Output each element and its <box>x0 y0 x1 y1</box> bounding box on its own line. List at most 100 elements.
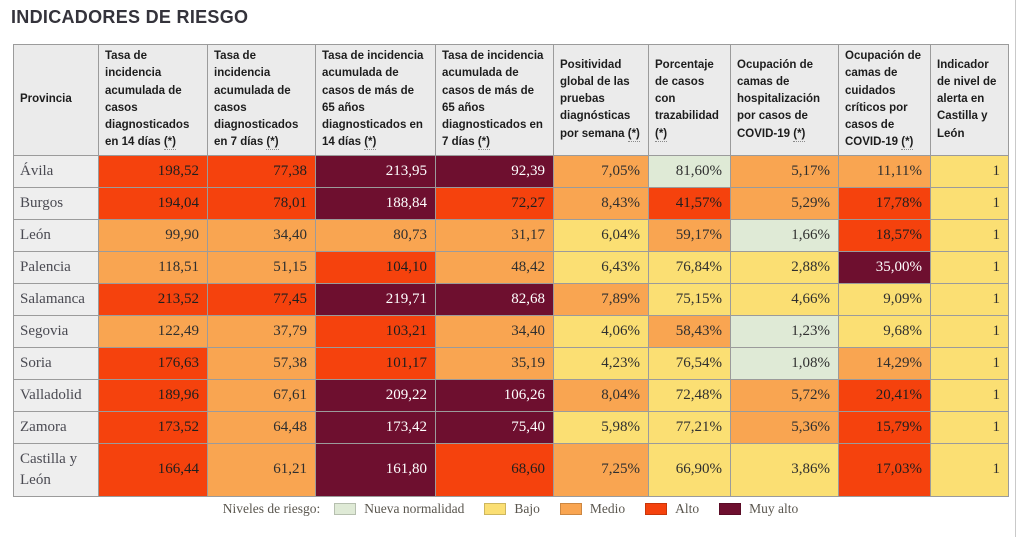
value-cell: 58,43% <box>648 314 731 348</box>
legend-item: Bajo <box>484 501 540 517</box>
value-cell: 14,29% <box>838 346 931 380</box>
value-cell: 92,39 <box>435 154 554 188</box>
value-cell: 9,68% <box>838 314 931 348</box>
province-cell: Castilla y León <box>13 442 99 497</box>
column-header: Tasa de incidencia acumulada de casos de… <box>435 44 554 156</box>
column-header: Ocupación de camas de hospitalización po… <box>730 44 839 156</box>
table-row: Valladolid 189,96 67,61 209,22 106,26 8,04% 72… <box>13 378 1009 412</box>
legend-item: Muy alto <box>719 501 798 517</box>
value-cell: 188,84 <box>315 186 436 220</box>
tooltip-asterisk[interactable]: (*) <box>627 127 640 142</box>
legend-label: Niveles de riesgo: <box>222 501 321 516</box>
value-cell: 5,17% <box>730 154 839 188</box>
value-cell: 81,60% <box>648 154 731 188</box>
risk-indicators-table: Provincia Tasa de incidencia acumulada d… <box>13 44 1009 497</box>
value-cell: 11,11% <box>838 154 931 188</box>
value-cell: 2,88% <box>730 250 839 284</box>
value-cell: 4,23% <box>553 346 649 380</box>
value-cell: 1 <box>930 282 1009 316</box>
value-cell: 18,57% <box>838 218 931 252</box>
table-row: Salamanca 213,52 77,45 219,71 82,68 7,89% 75,1… <box>13 282 1009 316</box>
tooltip-asterisk[interactable]: (*) <box>266 136 279 151</box>
tooltip-asterisk[interactable]: (*) <box>364 136 377 151</box>
column-header: Indicador de nivel de alerta en Castilla… <box>930 44 1009 156</box>
tooltip-asterisk[interactable]: (*) <box>901 136 914 151</box>
province-cell: Segovia <box>13 314 99 348</box>
value-cell: 15,79% <box>838 410 931 444</box>
value-cell: 4,66% <box>730 282 839 316</box>
legend-item-label: Muy alto <box>749 501 799 516</box>
value-cell: 37,79 <box>207 314 316 348</box>
province-cell: Valladolid <box>13 378 99 412</box>
legend-color-swatch <box>484 503 507 515</box>
column-header: Positividad global de las pruebas diagnó… <box>553 44 649 156</box>
value-cell: 7,25% <box>553 442 649 497</box>
value-cell: 20,41% <box>838 378 931 412</box>
table-row: Soria 176,63 57,38 101,17 35,19 4,23% 76,54% 1,… <box>13 346 1009 380</box>
value-cell: 35,19 <box>435 346 554 380</box>
value-cell: 1 <box>930 250 1009 284</box>
value-cell: 5,72% <box>730 378 839 412</box>
column-header: Tasa de incidencia acumulada de casos di… <box>98 44 208 156</box>
value-cell: 75,15% <box>648 282 731 316</box>
value-cell: 76,54% <box>648 346 731 380</box>
value-cell: 122,49 <box>98 314 208 348</box>
legend-color-swatch <box>334 503 357 515</box>
value-cell: 101,17 <box>315 346 436 380</box>
province-cell: Soria <box>13 346 99 380</box>
value-cell: 59,17% <box>648 218 731 252</box>
value-cell: 176,63 <box>98 346 208 380</box>
tooltip-asterisk[interactable]: (*) <box>655 127 668 142</box>
value-cell: 1,23% <box>730 314 839 348</box>
value-cell: 198,52 <box>98 154 208 188</box>
legend-item-label: Nueva normalidad <box>364 501 465 516</box>
value-cell: 51,15 <box>207 250 316 284</box>
value-cell: 209,22 <box>315 378 436 412</box>
value-cell: 8,04% <box>553 378 649 412</box>
value-cell: 82,68 <box>435 282 554 316</box>
value-cell: 99,90 <box>98 218 208 252</box>
legend-item: Medio <box>559 501 625 517</box>
value-cell: 1 <box>930 410 1009 444</box>
province-cell: León <box>13 218 99 252</box>
value-cell: 77,45 <box>207 282 316 316</box>
container-right-border <box>1015 0 1016 537</box>
legend-item-label: Alto <box>675 501 700 516</box>
value-cell: 77,38 <box>207 154 316 188</box>
value-cell: 189,96 <box>98 378 208 412</box>
value-cell: 6,43% <box>553 250 649 284</box>
value-cell: 3,86% <box>730 442 839 497</box>
tooltip-asterisk[interactable]: (*) <box>793 127 806 142</box>
value-cell: 1 <box>930 154 1009 188</box>
legend-item: Nueva normalidad <box>334 501 464 517</box>
risk-table-body: Ávila 198,52 77,38 213,95 92,39 7,05% 81,60% 5,… <box>13 154 1009 497</box>
value-cell: 8,43% <box>553 186 649 220</box>
legend-item: Alto <box>645 501 699 517</box>
value-cell: 78,01 <box>207 186 316 220</box>
value-cell: 4,06% <box>553 314 649 348</box>
table-row: Castilla y León 166,44 61,21 161,80 68,60 7,2… <box>13 442 1009 497</box>
value-cell: 1 <box>930 378 1009 412</box>
value-cell: 5,98% <box>553 410 649 444</box>
value-cell: 1 <box>930 186 1009 220</box>
value-cell: 66,90% <box>648 442 731 497</box>
value-cell: 31,17 <box>435 218 554 252</box>
value-cell: 213,52 <box>98 282 208 316</box>
value-cell: 9,09% <box>838 282 931 316</box>
value-cell: 1 <box>930 314 1009 348</box>
tooltip-asterisk[interactable]: (*) <box>163 136 176 151</box>
value-cell: 67,61 <box>207 378 316 412</box>
value-cell: 80,73 <box>315 218 436 252</box>
value-cell: 1 <box>930 346 1009 380</box>
value-cell: 1,08% <box>730 346 839 380</box>
value-cell: 57,38 <box>207 346 316 380</box>
value-cell: 34,40 <box>435 314 554 348</box>
value-cell: 1,66% <box>730 218 839 252</box>
value-cell: 118,51 <box>98 250 208 284</box>
table-row: Burgos 194,04 78,01 188,84 72,27 8,43% 41,57% 5… <box>13 186 1009 220</box>
value-cell: 64,48 <box>207 410 316 444</box>
tooltip-asterisk[interactable]: (*) <box>477 136 490 151</box>
value-cell: 17,78% <box>838 186 931 220</box>
value-cell: 1 <box>930 442 1009 497</box>
province-cell: Salamanca <box>13 282 99 316</box>
